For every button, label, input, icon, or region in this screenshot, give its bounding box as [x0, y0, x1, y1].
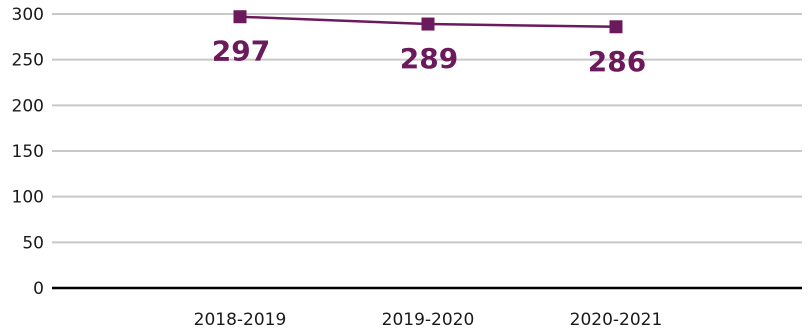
y-tick-label: 150	[12, 142, 44, 162]
data-label: 297	[212, 35, 270, 68]
series-layer	[233, 10, 623, 34]
data-point-marker	[609, 20, 623, 34]
data-label: 289	[400, 42, 458, 75]
y-axis-ticks: 0 50 100 150 200 250 300	[12, 5, 44, 299]
y-tick-label: 0	[33, 279, 44, 299]
data-label-layer: 297 289 286	[212, 35, 646, 78]
grid-layer	[52, 13, 802, 290]
x-axis-ticks: 2018-2019 2019-2020 2020-2021	[194, 310, 663, 330]
y-tick-label: 250	[12, 51, 44, 71]
data-point-marker	[421, 17, 435, 31]
y-tick-label: 300	[12, 5, 44, 25]
data-label: 286	[588, 45, 646, 78]
x-tick-label: 2020-2021	[570, 310, 663, 330]
x-tick-label: 2018-2019	[194, 310, 287, 330]
x-tick-label: 2019-2020	[382, 310, 475, 330]
y-tick-label: 100	[12, 188, 44, 208]
data-point-marker	[233, 10, 247, 24]
y-tick-label: 50	[22, 233, 44, 253]
y-tick-label: 200	[12, 96, 44, 116]
